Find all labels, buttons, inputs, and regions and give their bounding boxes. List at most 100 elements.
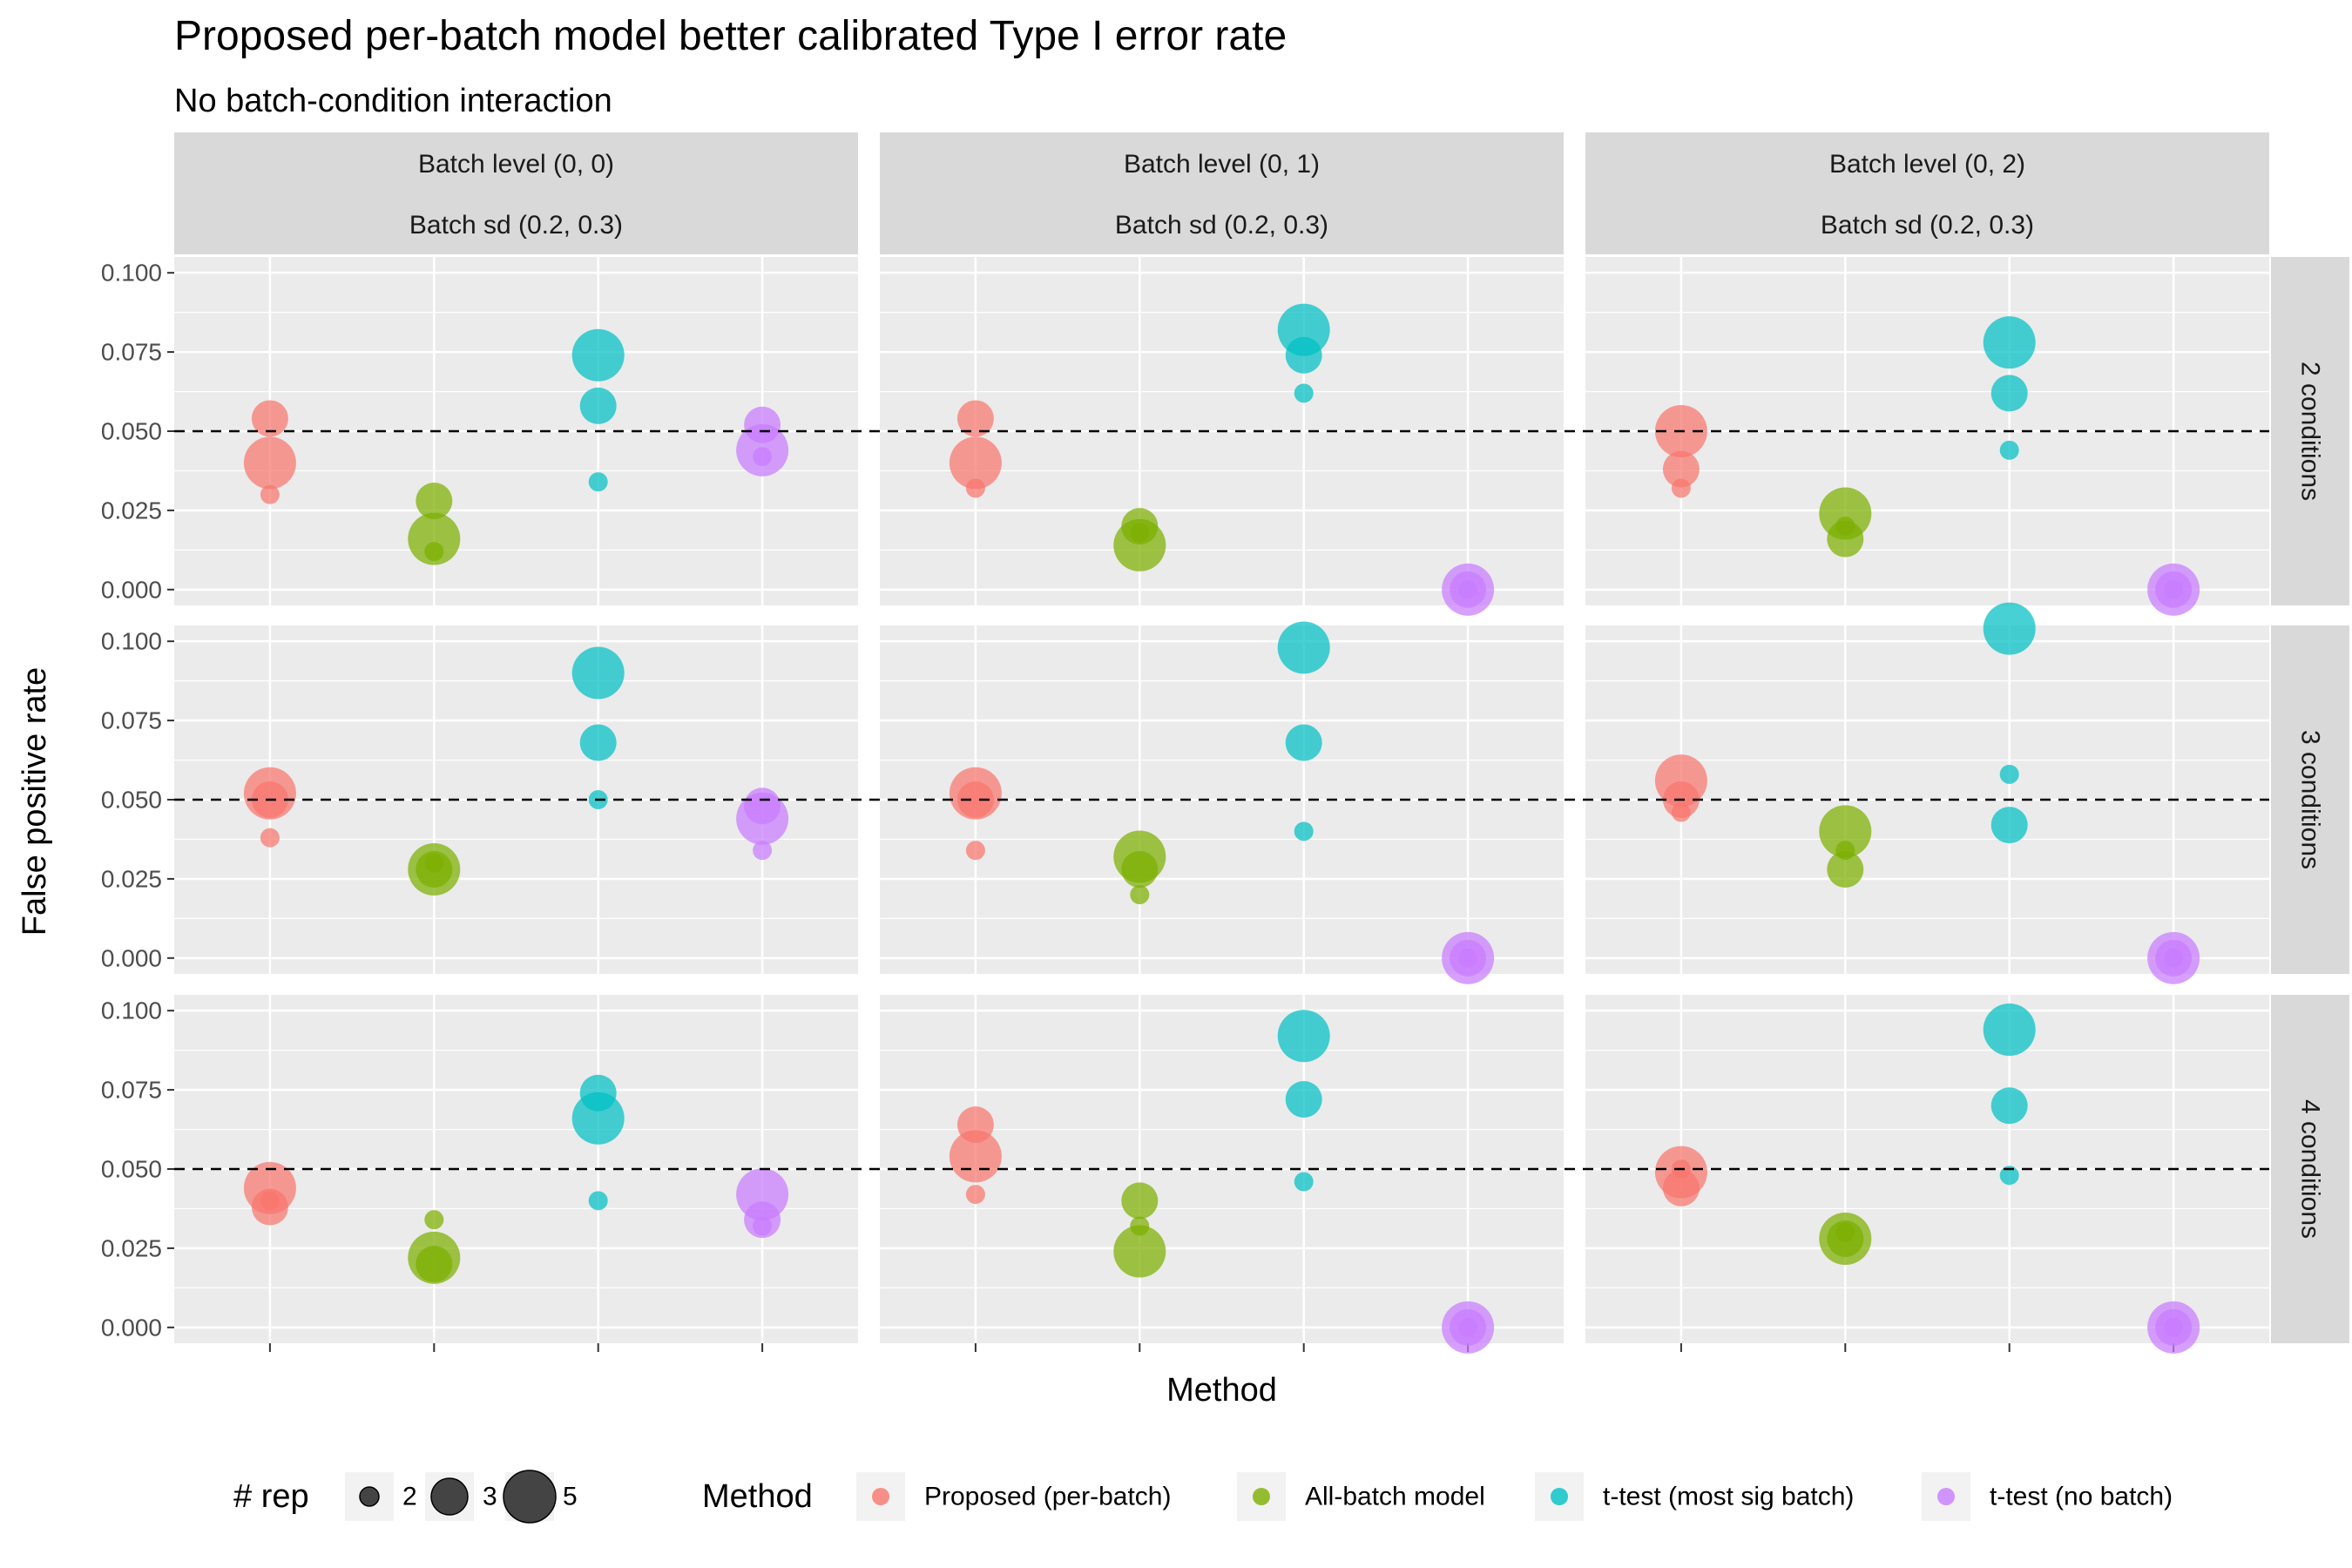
- color-legend-label: All-batch model: [1305, 1483, 1485, 1511]
- data-point: [1285, 336, 1322, 374]
- y-tick-label: 0.050: [101, 787, 162, 814]
- data-point: [1999, 764, 2019, 784]
- data-point: [1999, 440, 2019, 460]
- col-strip-top: [1585, 132, 2269, 193]
- data-point: [416, 1246, 453, 1283]
- col-strip-label: Batch level (0, 2): [1829, 150, 2025, 179]
- col-strip-label: Batch sd (0.2, 0.3): [1115, 211, 1328, 240]
- data-point: [1990, 807, 2028, 844]
- data-point: [744, 406, 781, 443]
- y-tick-label: 0.000: [101, 576, 162, 603]
- data-point: [1130, 523, 1150, 543]
- data-point: [2164, 579, 2184, 599]
- color-legend-label: Proposed (per-batch): [924, 1483, 1171, 1511]
- data-point: [1277, 621, 1330, 674]
- data-point: [965, 841, 985, 861]
- data-point: [424, 542, 444, 562]
- color-legend-dot: [1937, 1488, 1955, 1505]
- data-point: [1277, 1010, 1330, 1063]
- data-point: [1130, 885, 1150, 905]
- data-point: [1990, 1087, 2028, 1125]
- size-legend-circle: [359, 1486, 380, 1507]
- data-point: [1285, 1081, 1322, 1118]
- data-point: [579, 387, 617, 424]
- y-tick-label: 0.050: [101, 418, 162, 445]
- data-point: [579, 1074, 617, 1112]
- col-strip-label: Batch level (0, 1): [1124, 150, 1320, 179]
- color-legend-dot: [872, 1488, 889, 1505]
- data-point: [1458, 579, 1478, 599]
- col-strip-bottom: [174, 193, 858, 254]
- data-point: [1285, 724, 1322, 761]
- data-point: [1835, 517, 1855, 537]
- data-point: [956, 1106, 994, 1144]
- data-point: [1121, 1182, 1159, 1220]
- data-point: [1671, 478, 1691, 498]
- y-tick-label: 0.050: [101, 1156, 162, 1183]
- row-strip: [2271, 995, 2349, 1343]
- row-strip: [2271, 625, 2349, 974]
- data-point: [753, 447, 773, 467]
- size-legend-label: 2: [402, 1483, 417, 1511]
- data-point: [949, 436, 1002, 490]
- col-strip-label: Batch level (0, 0): [418, 150, 614, 179]
- data-point: [251, 400, 288, 437]
- data-point: [424, 1210, 444, 1230]
- y-tick-label: 0.025: [101, 1234, 162, 1261]
- data-point: [2164, 948, 2184, 968]
- data-point: [1458, 948, 1478, 968]
- data-point: [2164, 1317, 2184, 1337]
- col-strip-label: Batch sd (0.2, 0.3): [409, 211, 623, 240]
- data-point: [260, 1191, 280, 1211]
- y-tick-label: 0.100: [101, 260, 162, 287]
- data-point: [571, 328, 625, 382]
- data-point: [956, 781, 994, 818]
- color-legend-title: Method: [702, 1478, 813, 1515]
- col-strip-label: Batch sd (0.2, 0.3): [1821, 211, 2034, 240]
- size-legend-circle: [430, 1477, 469, 1516]
- data-point: [1294, 1172, 1314, 1192]
- color-legend-dot: [1551, 1488, 1568, 1505]
- data-point: [1827, 851, 1864, 888]
- color-legend-dot: [1253, 1488, 1270, 1505]
- data-point: [1294, 821, 1314, 841]
- data-point: [1458, 1317, 1478, 1337]
- data-point: [1130, 1216, 1150, 1236]
- size-legend-title: # rep: [233, 1478, 309, 1515]
- data-point: [1121, 851, 1159, 888]
- data-point: [1113, 1225, 1166, 1278]
- data-point: [416, 483, 453, 519]
- y-tick-label: 0.075: [101, 707, 162, 734]
- data-point: [424, 853, 444, 873]
- y-tick-label: 0.025: [101, 865, 162, 892]
- data-point: [588, 1191, 608, 1211]
- data-point: [1827, 520, 1864, 558]
- size-legend-label: 3: [483, 1483, 497, 1511]
- data-point: [1999, 1166, 2019, 1186]
- row-strip-label: 4 conditions: [2296, 1099, 2325, 1239]
- col-strip-top: [174, 132, 858, 193]
- data-point: [260, 828, 280, 848]
- y-tick-label: 0.100: [101, 997, 162, 1024]
- data-point: [1819, 805, 1872, 858]
- col-strip-bottom: [880, 193, 1564, 254]
- y-tick-label: 0.075: [101, 339, 162, 366]
- col-strip-bottom: [1585, 193, 2269, 254]
- data-point: [408, 512, 461, 565]
- color-legend-label: t-test (no batch): [1990, 1483, 2173, 1511]
- row-strip: [2271, 257, 2349, 605]
- data-point: [1983, 1004, 2036, 1056]
- color-legend-label: t-test (most sig batch): [1603, 1483, 1854, 1511]
- data-point: [753, 1216, 773, 1236]
- data-point: [956, 400, 994, 437]
- data-point: [243, 436, 296, 490]
- y-tick-label: 0.025: [101, 497, 162, 524]
- size-legend-circle: [503, 1470, 557, 1524]
- data-point: [571, 646, 625, 700]
- data-point: [260, 484, 280, 504]
- chart-title: Proposed per-batch model better calibrat…: [174, 13, 1288, 59]
- data-point: [1662, 1169, 1700, 1206]
- data-point: [1662, 450, 1700, 488]
- data-point: [1835, 841, 1855, 861]
- size-legend-label: 5: [563, 1483, 578, 1511]
